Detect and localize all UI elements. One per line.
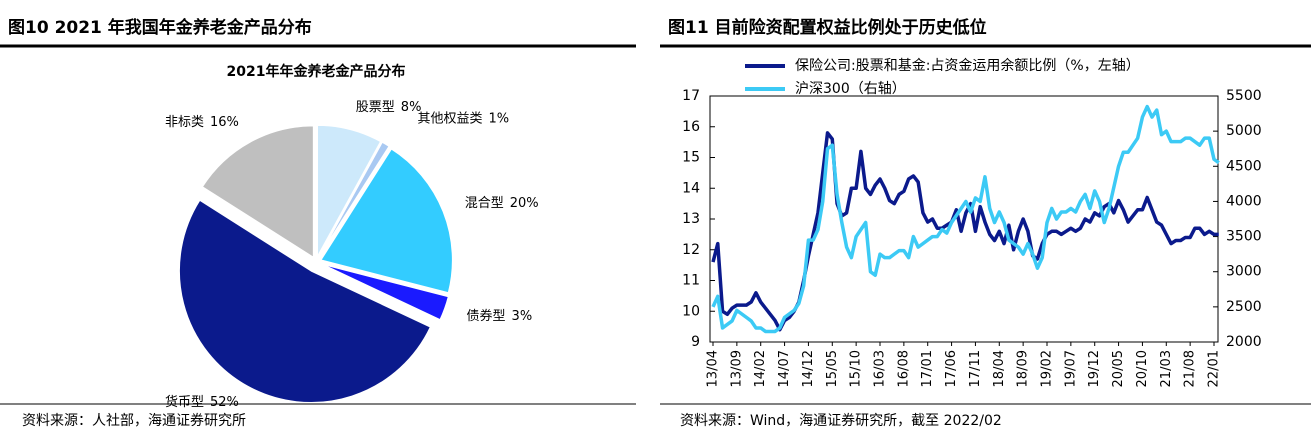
x-tick-label: 13/04 xyxy=(706,350,721,387)
x-tick-label: 16/03 xyxy=(873,350,888,387)
category-label: 货币型 xyxy=(165,394,204,410)
y2-tick-label: 3500 xyxy=(1226,229,1262,245)
chart-title: 2021年年金养老金产品分布 xyxy=(227,63,406,80)
category-label: 债券型 xyxy=(467,308,506,324)
y2-tick-label: 3000 xyxy=(1226,264,1262,280)
y-tick-label: 10 xyxy=(682,303,700,319)
pie-slice xyxy=(319,147,454,294)
x-tick-label: 18/04 xyxy=(992,350,1007,387)
slice-label: 非标类 16% xyxy=(165,114,239,129)
slice-label: 其他权益类 1% xyxy=(417,110,509,126)
legend-label: 保险公司:股票和基金:占资金运用余额比例（%，左轴） xyxy=(795,57,1140,74)
y2-tick-label: 2000 xyxy=(1226,334,1262,350)
y2-tick-label: 5000 xyxy=(1226,123,1262,139)
x-tick-label: 19/07 xyxy=(1063,350,1078,387)
y-tick-label: 12 xyxy=(682,242,700,258)
source: 资料来源：人社部，海通证券研究所 xyxy=(22,413,246,429)
x-tick-label: 21/08 xyxy=(1183,350,1198,387)
y-tick-label: 14 xyxy=(682,180,700,196)
x-tick-label: 22/01 xyxy=(1207,350,1222,387)
value-label: 1% xyxy=(488,111,509,126)
x-tick-label: 14/07 xyxy=(777,350,792,387)
pie-slice xyxy=(317,141,391,259)
y2-tick-label: 5500 xyxy=(1226,88,1262,104)
y-tick-label: 16 xyxy=(682,119,700,135)
x-tick-label: 15/10 xyxy=(849,350,864,387)
x-tick-label: 20/05 xyxy=(1111,350,1126,387)
x-tick-label: 19/02 xyxy=(1040,350,1055,387)
x-tick-label: 15/05 xyxy=(825,350,840,387)
x-tick-label: 13/09 xyxy=(729,350,744,387)
value-label: 8% xyxy=(401,100,422,115)
series-line xyxy=(711,104,1220,334)
y-tick-label: 17 xyxy=(682,88,700,104)
x-tick-label: 18/09 xyxy=(1016,350,1031,387)
x-tick-label: 20/10 xyxy=(1135,350,1150,387)
legend-label: 沪深300（右轴） xyxy=(795,81,906,97)
figure-header: 图11 目前险资配置权益比例处于历史低位 xyxy=(668,17,987,38)
y-tick-label: 9 xyxy=(691,334,700,350)
pie-slice xyxy=(201,124,315,259)
figure-header: 图10 2021 年我国年金养老金产品分布 xyxy=(8,17,312,38)
slice-label: 股票型 8% xyxy=(356,100,422,115)
y2-tick-label: 4500 xyxy=(1226,158,1262,174)
value-label: 3% xyxy=(512,309,533,324)
value-label: 16% xyxy=(210,114,239,129)
y-tick-label: 13 xyxy=(682,211,700,227)
slice-label: 混合型 20% xyxy=(465,196,539,211)
x-tick-label: 17/01 xyxy=(920,350,935,387)
slice-label: 货币型 52% xyxy=(165,394,239,410)
pie-slice xyxy=(320,262,450,321)
category-label: 非标类 xyxy=(165,114,204,129)
value-label: 20% xyxy=(510,196,539,211)
x-tick-label: 14/12 xyxy=(801,350,816,387)
value-label: 52% xyxy=(210,395,239,410)
slice-label: 债券型 3% xyxy=(467,308,533,324)
y2-tick-label: 2500 xyxy=(1226,299,1262,315)
pie-slice xyxy=(178,198,432,404)
y-tick-label: 11 xyxy=(682,273,700,289)
x-tick-label: 19/12 xyxy=(1087,350,1102,387)
y2-tick-label: 4000 xyxy=(1226,193,1262,209)
source: 资料来源：Wind，海通证券研究所，截至 2022/02 xyxy=(680,413,1002,429)
category-label: 其他权益类 xyxy=(417,110,482,126)
x-tick-label: 16/08 xyxy=(896,350,911,387)
x-tick-label: 17/11 xyxy=(968,350,983,387)
x-tick-label: 21/03 xyxy=(1159,350,1174,387)
series-line xyxy=(711,131,1219,332)
category-label: 股票型 xyxy=(356,100,395,115)
x-tick-label: 14/02 xyxy=(753,350,768,387)
x-tick-label: 17/06 xyxy=(944,350,959,387)
pie-slice xyxy=(316,124,382,258)
category-label: 混合型 xyxy=(465,196,504,211)
y-tick-label: 15 xyxy=(682,150,700,166)
